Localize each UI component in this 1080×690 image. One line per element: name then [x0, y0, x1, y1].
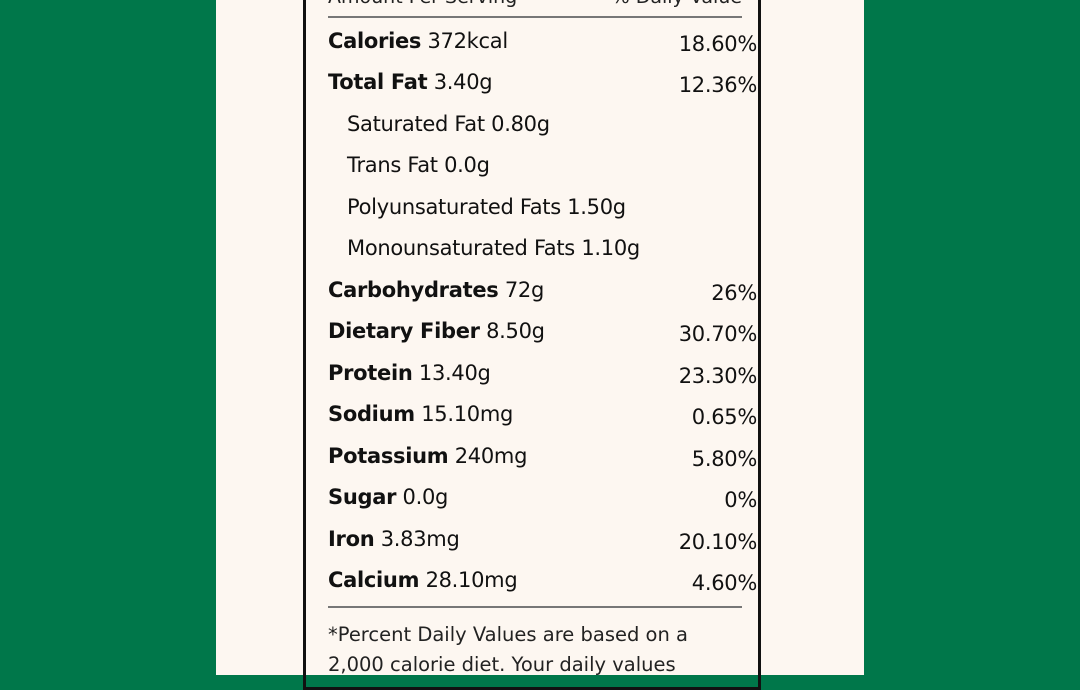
daily-value-percent: 23.30%: [678, 363, 758, 388]
daily-value-heading: % Daily Value: [612, 0, 742, 8]
nutrient-amount: 372kcal: [427, 28, 509, 53]
nutrient-amount: Saturated Fat 0.80g: [347, 111, 550, 136]
nutrient-label: Calcium 28.10mg: [328, 568, 518, 593]
nutrient-row: Potassium 240mg 5.80%: [328, 435, 757, 477]
nutrient-row: Polyunsaturated Fats 1.50g: [328, 186, 757, 228]
divider: [328, 606, 742, 608]
nutrient-label: Dietary Fiber 8.50g: [328, 319, 545, 343]
nutrient-amount: Monounsaturated Fats 1.10g: [347, 236, 640, 261]
nutrient-list: Calories 372kcal 18.60% Total Fat 3.40g 12.…: [328, 20, 757, 601]
nutrient-name: Total Fat: [328, 70, 428, 95]
nutrient-row: Total Fat 3.40g 12.36%: [328, 62, 757, 104]
nutrient-label: Saturated Fat 0.80g: [347, 112, 550, 136]
nutrient-label: Total Fat 3.40g: [328, 70, 493, 95]
nutrient-label: Iron 3.83mg: [328, 527, 460, 551]
nutrient-row: Iron 3.83mg 20.10%: [328, 518, 757, 560]
nutrient-row: Protein 13.40g 23.30%: [328, 352, 757, 394]
daily-value-percent: 26%: [711, 280, 757, 305]
nutrient-amount: 3.83mg: [380, 526, 460, 551]
nutrient-name: Sodium: [328, 402, 415, 427]
nutrient-name: Sugar: [328, 485, 397, 510]
nutrient-row: Monounsaturated Fats 1.10g: [328, 228, 757, 270]
nutrient-label: Carbohydrates 72g: [328, 278, 544, 302]
nutrition-panel: Amount Per Serving % Daily Value Calorie…: [216, 0, 864, 690]
nutrient-amount: 28.10mg: [425, 568, 518, 593]
nutrient-name: Calcium: [328, 568, 420, 593]
nutrient-amount: 72g: [504, 277, 545, 302]
nutrient-row: Saturated Fat 0.80g: [328, 103, 757, 145]
nutrient-row: Calcium 28.10mg 4.60%: [328, 560, 757, 602]
nutrient-row: Calories 372kcal 18.60%: [328, 20, 757, 62]
nutrient-name: Protein: [328, 360, 413, 385]
footnote: *Percent Daily Values are based on a 2,0…: [328, 623, 688, 676]
nutrient-name: Iron: [328, 526, 375, 551]
nutrient-name: Calories: [328, 28, 422, 53]
daily-value-percent: 0.65%: [691, 405, 758, 430]
nutrient-amount: Polyunsaturated Fats 1.50g: [347, 194, 626, 219]
nutrient-row: Dietary Fiber 8.50g 30.70%: [328, 311, 757, 353]
nutrient-row: Carbohydrates 72g 26%: [328, 269, 757, 311]
nutrient-amount: 15.10mg: [421, 402, 514, 427]
amount-per-serving: Amount Per Serving: [328, 0, 517, 8]
nutrient-row: Trans Fat 0.0g: [328, 145, 757, 187]
daily-value-percent: 4.60%: [691, 571, 758, 596]
daily-value-percent: 0%: [724, 488, 757, 513]
nutrient-name: Carbohydrates: [328, 277, 499, 302]
nutrient-row: Sugar 0.0g 0%: [328, 477, 757, 519]
nutrient-amount: 8.50g: [486, 319, 545, 344]
nutrient-label: Sugar 0.0g: [328, 485, 448, 509]
nutrient-amount: Trans Fat 0.0g: [347, 153, 490, 178]
nutrient-label: Protein 13.40g: [328, 361, 491, 385]
daily-value-percent: 12.36%: [678, 73, 758, 98]
nutrient-row: Sodium 15.10mg 0.65%: [328, 394, 757, 436]
divider: [328, 16, 742, 18]
daily-value-percent: 5.80%: [691, 446, 758, 471]
label-header: Amount Per Serving % Daily Value: [328, 0, 742, 8]
nutrient-label: Polyunsaturated Fats 1.50g: [347, 195, 626, 219]
nutrient-label: Trans Fat 0.0g: [347, 153, 490, 177]
nutrient-label: Potassium 240mg: [328, 444, 527, 468]
nutrient-amount: 3.40g: [433, 70, 493, 95]
daily-value-percent: 18.60%: [678, 31, 758, 56]
nutrient-name: Potassium: [328, 443, 449, 468]
daily-value-percent: 20.10%: [678, 529, 758, 554]
nutrient-name: Dietary Fiber: [328, 319, 480, 344]
daily-value-percent: 30.70%: [678, 322, 758, 347]
nutrient-label: Sodium 15.10mg: [328, 402, 513, 426]
nutrient-amount: 240mg: [454, 443, 528, 468]
nutrient-amount: 13.40g: [418, 360, 491, 385]
nutrient-label: Calories 372kcal: [328, 29, 508, 53]
nutrient-amount: 0.0g: [402, 485, 449, 510]
nutrient-label: Monounsaturated Fats 1.10g: [347, 236, 640, 260]
